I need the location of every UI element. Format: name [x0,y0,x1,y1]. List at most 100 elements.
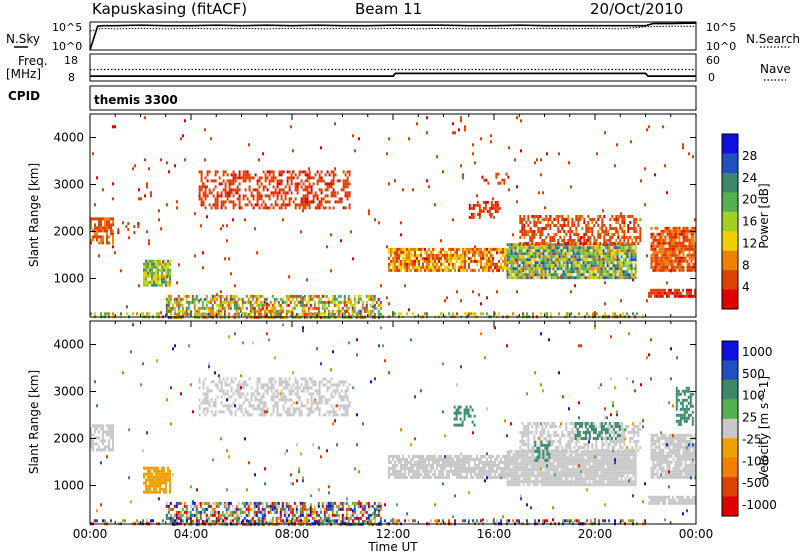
data-point [169,259,171,263]
data-point [596,270,599,274]
data-point [668,232,671,236]
data-point [444,256,446,260]
data-point [521,218,524,221]
data-point [660,265,663,269]
data-point [676,232,679,236]
data-point [550,255,553,259]
data-point [206,398,209,402]
data-point [349,303,352,307]
data-point [604,131,606,135]
data-point [224,188,227,192]
data-point [670,253,673,257]
data-point [430,253,432,257]
data-point [363,309,366,313]
data-point [412,312,414,316]
data-point [301,312,304,316]
data-point [353,306,356,310]
data-point [287,303,290,307]
data-point [328,182,331,186]
data-point [578,474,581,478]
data-point [282,203,285,207]
data-point [440,247,442,251]
data-point [246,413,249,417]
data-point [250,176,253,180]
data-point [96,235,98,239]
data-point [566,258,569,262]
data-point [676,265,679,269]
data-point [428,247,430,251]
power-ylabel: Slant Range [km] [27,163,41,267]
data-point [470,312,472,316]
data-point [606,255,609,259]
data-point [198,386,201,390]
data-point [264,173,267,177]
data-point [392,466,394,470]
data-point [96,229,98,233]
data-point [151,283,153,287]
data-point [400,253,402,257]
data-point [238,395,241,399]
data-point [546,252,549,256]
data-point [326,398,329,402]
data-point [238,404,241,408]
data-point [514,483,517,487]
data-point [200,197,203,201]
data-point [400,250,402,254]
data-point [598,276,601,280]
data-point [576,480,579,484]
data-point [690,265,693,269]
data-point [557,230,560,233]
data-point [597,236,600,239]
data-point [400,221,402,225]
data-point [618,246,621,250]
data-point [211,303,214,307]
data-point [292,170,294,174]
data-point [508,276,511,280]
data-point [613,218,616,221]
data-point [434,454,436,458]
freq-frame [89,53,697,82]
data-point [452,460,454,464]
data-point [603,230,606,233]
data-point [208,191,211,195]
data-point [550,261,553,265]
data-point [652,265,655,269]
data-point [480,454,482,458]
data-point [574,477,577,481]
data-point [568,456,571,460]
data-point [590,252,593,256]
colorbar-segment [722,153,738,174]
data-point [600,276,603,280]
data-point [143,271,145,275]
data-point [516,459,519,463]
data-point [612,261,615,265]
data-point [670,269,672,273]
data-point [616,270,619,274]
data-point [583,218,586,221]
data-point [558,243,561,247]
data-point [110,217,112,221]
data-point [570,261,573,265]
data-point [313,294,316,298]
data-point [594,267,597,271]
data-point [316,170,319,174]
data-point [108,312,110,316]
beam-title: Beam 11 [355,0,422,18]
data-point [211,306,214,310]
data-point [567,224,570,227]
data-point [173,300,176,304]
station-title: Kapuskasing (fitACF) [92,0,247,18]
data-point [242,176,245,180]
data-point [598,264,601,268]
data-point [650,256,653,260]
data-point [416,466,418,470]
data-point [112,433,114,437]
data-point [604,246,607,250]
noise-tick-bottom-right: 10^0 [706,40,736,53]
data-point [569,242,572,245]
data-point [353,309,356,313]
data-point [426,265,428,269]
data-point [635,239,638,242]
data-point [535,221,538,224]
data-point [612,312,614,316]
